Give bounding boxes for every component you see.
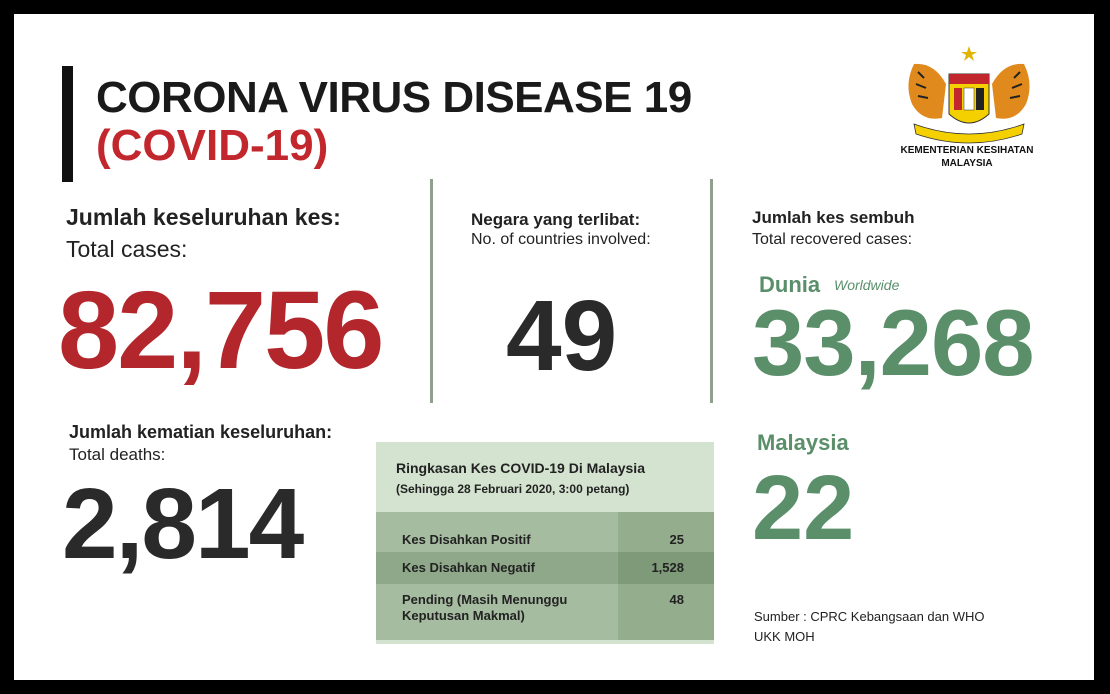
ministry-name-line2: MALAYSIA bbox=[941, 158, 993, 169]
summary-title: Ringkasan Kes COVID-19 Di Malaysia bbox=[396, 460, 645, 476]
worldwide-recovered-value: 33,268 bbox=[752, 290, 1035, 395]
row-label-line2: Keputusan Makmal) bbox=[402, 608, 525, 623]
ministry-name-line1: KEMENTERIAN KESIHATAN bbox=[900, 145, 1034, 156]
source-line1: Sumber : CPRC Kebangsaan dan WHO bbox=[754, 609, 985, 624]
table-row: Kes Disahkan Positif 25 bbox=[376, 512, 714, 552]
infographic-card: CORONA VIRUS DISEASE 19 (COVID-19) KEMEN… bbox=[14, 14, 1094, 680]
deaths-value: 2,814 bbox=[62, 468, 304, 580]
row-value: 48 bbox=[618, 584, 714, 640]
total-cases-label-ms: Jumlah keseluruhan kes: bbox=[66, 204, 341, 230]
countries-label-en: No. of countries involved: bbox=[471, 231, 651, 248]
row-label-line1: Pending (Masih Menunggu bbox=[402, 592, 568, 607]
summary-subtitle: (Sehingga 28 Februari 2020, 3:00 petang) bbox=[396, 482, 630, 496]
recovered-label-en: Total recovered cases: bbox=[752, 231, 913, 248]
row-label: Pending (Masih Menunggu Keputusan Makmal… bbox=[376, 584, 618, 640]
row-label: Kes Disahkan Positif bbox=[402, 532, 531, 547]
worldwide-label-ms: Dunia bbox=[759, 272, 821, 297]
deaths-label-en: Total deaths: bbox=[69, 445, 166, 464]
page-title: CORONA VIRUS DISEASE 19 bbox=[96, 73, 692, 122]
malaysia-summary-table: Ringkasan Kes COVID-19 Di Malaysia (Sehi… bbox=[376, 442, 714, 644]
source-line2: UKK MOH bbox=[754, 629, 815, 644]
countries-value: 49 bbox=[506, 280, 618, 392]
column-divider-right bbox=[710, 179, 713, 403]
countries-label-ms: Negara yang terlibat: bbox=[471, 210, 641, 229]
worldwide-label-en: Worldwide bbox=[834, 277, 900, 293]
deaths-label-ms: Jumlah kematian keseluruhan: bbox=[69, 422, 333, 442]
total-cases-label-en: Total cases: bbox=[66, 236, 188, 262]
malaysia-coat-of-arms-icon bbox=[908, 46, 1030, 144]
table-row: Kes Disahkan Negatif 1,528 bbox=[376, 552, 714, 584]
summary-rows: Kes Disahkan Positif 25 Kes Disahkan Neg… bbox=[376, 512, 714, 640]
title-accent-bar bbox=[62, 66, 73, 182]
page-subtitle: (COVID-19) bbox=[96, 121, 329, 170]
total-cases-value: 82,756 bbox=[58, 269, 384, 392]
row-value: 1,528 bbox=[618, 552, 714, 584]
malaysia-recovered-value: 22 bbox=[752, 457, 855, 559]
table-row: Pending (Masih Menunggu Keputusan Makmal… bbox=[376, 584, 714, 640]
ministry-name: KEMENTERIAN KESIHATAN MALAYSIA bbox=[872, 144, 1062, 170]
malaysia-label: Malaysia bbox=[757, 430, 849, 455]
column-divider-left bbox=[430, 179, 433, 403]
row-label: Kes Disahkan Negatif bbox=[402, 560, 535, 575]
recovered-label-ms: Jumlah kes sembuh bbox=[752, 208, 915, 227]
row-value: 25 bbox=[618, 512, 714, 552]
